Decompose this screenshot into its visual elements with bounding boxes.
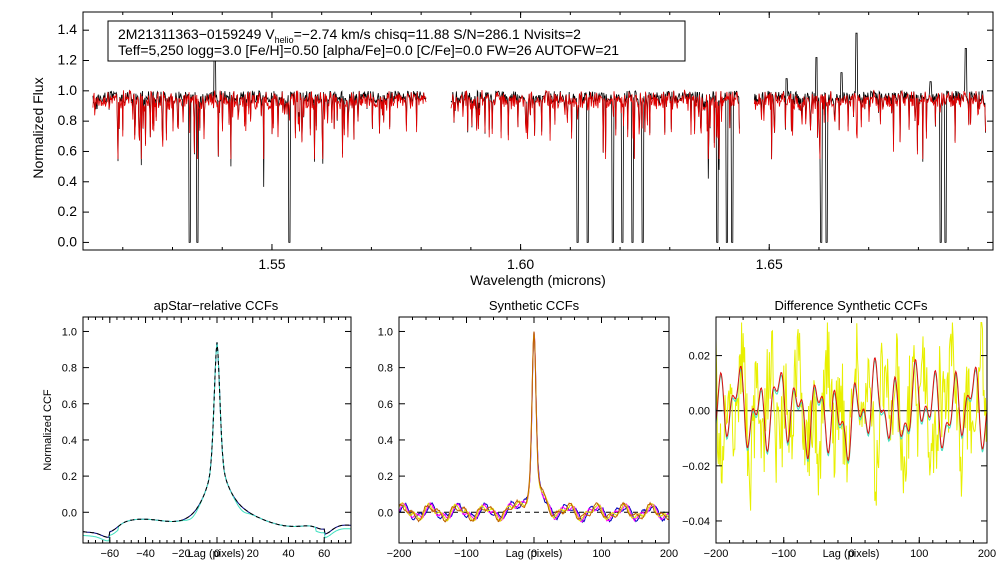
x-tick-label: 100 xyxy=(592,548,610,560)
x-tick-label: 60 xyxy=(318,548,330,560)
spectrum-annotation: 2M21311363−0159249 Vhelio=−2.74 km/s chi… xyxy=(107,20,686,62)
y-tick-label: 0.2 xyxy=(62,471,77,483)
spectrum-x-label: Wavelength (microns) xyxy=(470,272,606,288)
y-tick-label: 0.6 xyxy=(378,399,393,411)
difference-ticks: −200 −100 0 100 200 0.02 0.00 −0.02 −0.04 xyxy=(682,317,996,560)
observed-spectrum-line xyxy=(753,32,986,243)
synthetic-ticks: −200 −100 0 100 200 0.0 0.2 0.4 0.6 0.8 1.0 xyxy=(378,317,678,560)
y-tick-label: 0.8 xyxy=(62,363,77,375)
synthetic-ccf-line xyxy=(398,331,670,524)
annotation-line-1: 2M21311363−0159249 Vhelio=−2.74 km/s chi… xyxy=(118,26,581,45)
synthetic-spectrum-line xyxy=(450,89,740,160)
synthetic-spectrum-line xyxy=(753,89,986,160)
spectrum-series xyxy=(92,32,986,243)
apstar-ccf-panel: apStar−relative CCFs −60 −40 −20 0 20 40 60 0.0… xyxy=(42,298,352,560)
x-tick-label: −100 xyxy=(771,548,796,560)
spectrum-ticks: 1.55 1.60 1.65 0.0 0.2 0.4 0.6 0.8 1.0 1.2 1.4 xyxy=(58,12,993,272)
y-tick-label: 0.8 xyxy=(378,363,393,375)
y-tick-label: 0.0 xyxy=(62,507,77,519)
x-tick-label: −200 xyxy=(387,548,412,560)
synthetic-ccf-line xyxy=(398,331,670,523)
y-tick-label: −0.02 xyxy=(682,461,710,473)
annotation-box xyxy=(107,20,686,62)
synthetic-ccf-line xyxy=(398,331,670,523)
y-tick-label: 0.0 xyxy=(58,233,78,249)
difference-x-label: Lag (pixels) xyxy=(823,548,880,560)
x-tick-label: 0 xyxy=(848,548,854,560)
y-tick-label: 0.2 xyxy=(58,203,78,219)
observed-spectrum-line xyxy=(450,89,740,243)
x-tick-label: −40 xyxy=(136,548,155,560)
x-tick-label: 20 xyxy=(247,548,259,560)
difference-ccf-panel: Difference Synthetic CCFs −200 −100 0 100 20… xyxy=(682,298,996,560)
y-tick-label: 1.4 xyxy=(58,21,78,37)
y-tick-label: 0.8 xyxy=(58,112,78,128)
x-tick-label: 0 xyxy=(531,548,537,560)
x-tick-label: 200 xyxy=(660,548,678,560)
y-tick-label: 0.4 xyxy=(58,173,78,189)
apstar-title: apStar−relative CCFs xyxy=(154,298,279,313)
x-tick-label: −100 xyxy=(454,548,479,560)
y-tick-label: 0.6 xyxy=(62,399,77,411)
spectrum-panel: 1.55 1.60 1.65 0.0 0.2 0.4 0.6 0.8 1.0 1.2 1.4 2M2… xyxy=(30,11,994,288)
x-tick-label: 1.55 xyxy=(258,256,285,272)
x-tick-label: 1.65 xyxy=(756,256,783,272)
apstar-x-label: Lag (pixels) xyxy=(188,548,245,560)
y-tick-label: 1.0 xyxy=(62,326,77,338)
synthetic-ccf-line xyxy=(398,331,670,523)
y-tick-label: 0.4 xyxy=(62,435,77,447)
difference-series xyxy=(715,322,988,511)
synthetic-x-label: Lag (pixels) xyxy=(506,548,563,560)
difference-frame xyxy=(715,316,988,544)
y-tick-label: 1.0 xyxy=(58,82,78,98)
y-tick-label: 1.0 xyxy=(378,326,393,338)
y-tick-label: 0.00 xyxy=(689,406,710,418)
combined-difference-line xyxy=(715,322,988,511)
x-tick-label: 200 xyxy=(978,548,996,560)
apstar-ccf-line xyxy=(83,342,351,538)
y-tick-label: 0.2 xyxy=(378,471,393,483)
x-tick-label: −20 xyxy=(172,548,191,560)
synthetic-title: Synthetic CCFs xyxy=(489,298,580,313)
apstar-series xyxy=(82,342,352,542)
x-tick-label: −60 xyxy=(100,548,119,560)
apstar-ccf-line xyxy=(82,342,352,542)
x-tick-label: −200 xyxy=(704,548,729,560)
x-tick-label: 1.60 xyxy=(507,256,534,272)
annotation-line-2: Teff=5,250 logg=3.0 [Fe/H]=0.50 [alpha/F… xyxy=(118,42,619,58)
y-tick-label: 0.4 xyxy=(378,435,393,447)
y-tick-label: 0.6 xyxy=(58,142,78,158)
observed-spectrum-line xyxy=(92,37,427,243)
spectrum-frame xyxy=(82,11,994,251)
synthetic-series xyxy=(398,331,670,524)
spectrum-y-label: Normalized Flux xyxy=(30,77,46,178)
x-tick-label: 100 xyxy=(910,548,928,560)
y-tick-label: 1.2 xyxy=(58,52,78,68)
apstar-y-label: Normalized CCF xyxy=(42,389,54,471)
y-tick-label: −0.04 xyxy=(682,516,710,528)
difference-title: Difference Synthetic CCFs xyxy=(775,298,928,313)
apstar-frame xyxy=(82,316,352,544)
apstar-ticks: −60 −40 −20 0 20 40 60 0.0 0.2 0.4 0.6 0.8 1.0 xyxy=(62,317,351,560)
y-tick-label: 0.02 xyxy=(689,351,710,363)
synthetic-spectrum-line xyxy=(92,90,427,160)
synthetic-ccf-panel: Synthetic CCFs −200 −100 0 100 200 0.0 0.2 0.4 0… xyxy=(378,298,678,560)
apstar-ccf-line xyxy=(83,342,351,538)
x-tick-label: 0 xyxy=(214,548,220,560)
difference-ccf-line xyxy=(715,357,988,462)
synthetic-frame xyxy=(398,316,670,544)
y-tick-label: 0.0 xyxy=(378,507,393,519)
x-tick-label: 40 xyxy=(282,548,294,560)
